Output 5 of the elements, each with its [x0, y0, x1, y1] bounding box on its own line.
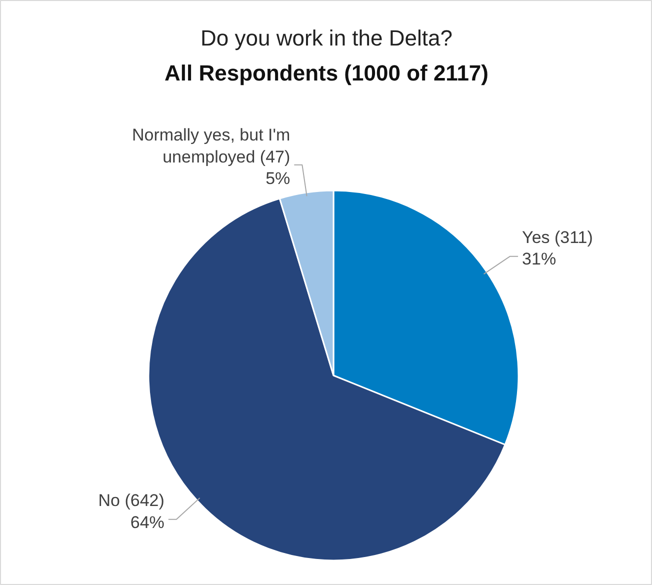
slice-label: Yes (311) 31% [522, 228, 593, 269]
chart-title: Do you work in the Delta? [200, 26, 452, 50]
slice-label: Normally yes, but I'm unemployed (47) 5% [132, 125, 290, 188]
slice-label: No (642) 64% [98, 490, 164, 532]
chart-subtitle: All Respondents (1000 of 2117) [164, 60, 488, 86]
